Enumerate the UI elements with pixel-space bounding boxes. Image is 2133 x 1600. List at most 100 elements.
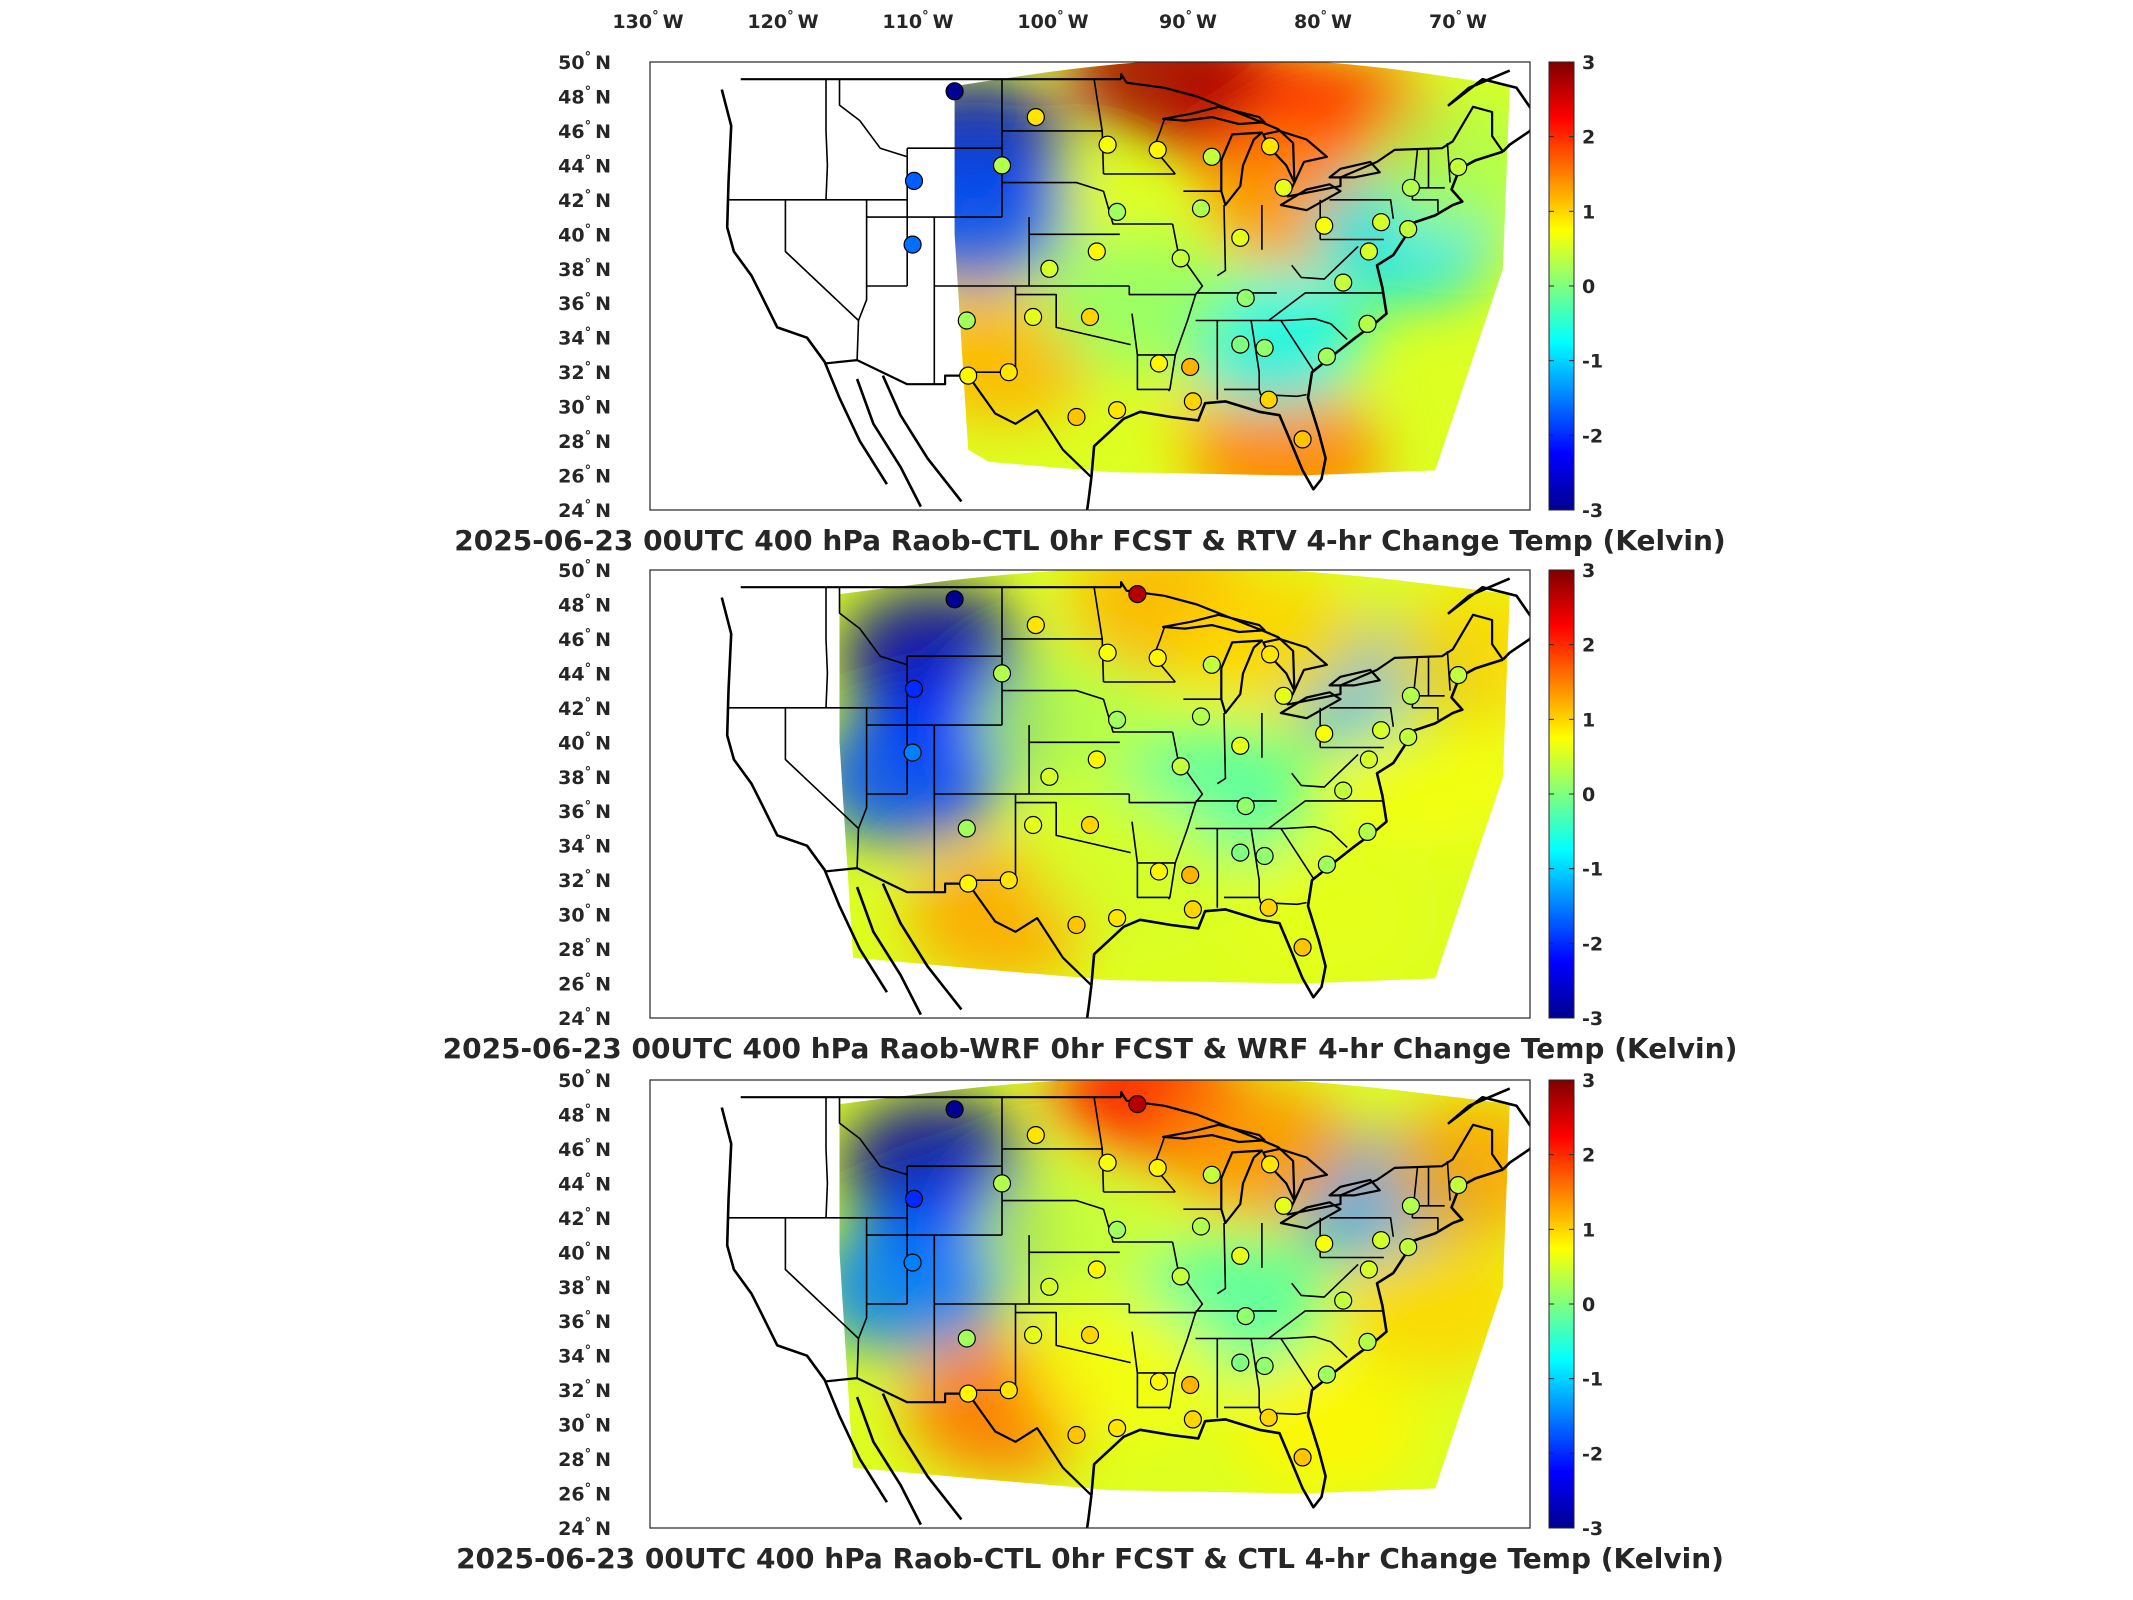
state-border xyxy=(1412,1217,1439,1230)
raob-station-marker xyxy=(1231,843,1250,862)
lat-tick-label: 50° N xyxy=(558,1068,611,1092)
raob-station-marker xyxy=(1080,815,1100,835)
raob-station-marker xyxy=(1260,645,1280,664)
great-lake xyxy=(1220,131,1263,207)
state-border xyxy=(1329,199,1395,219)
raob-station-marker xyxy=(1231,335,1250,354)
state-border xyxy=(1136,1372,1170,1409)
raob-station-marker xyxy=(1371,213,1391,232)
map-area xyxy=(650,62,1530,510)
lat-tick-label: 32° N xyxy=(558,360,611,384)
raob-station-marker xyxy=(1449,1175,1468,1195)
state-border xyxy=(1136,862,1170,899)
lat-tick-label: 28° N xyxy=(558,1447,611,1471)
raob-station-marker xyxy=(1080,1325,1100,1345)
lat-tick-label: 30° N xyxy=(558,395,611,419)
state-border xyxy=(1280,828,1315,879)
state-border xyxy=(1195,800,1383,830)
raob-station-marker xyxy=(1098,643,1117,662)
raob-station-marker xyxy=(1236,1306,1255,1326)
state-border xyxy=(1136,354,1170,391)
great-lake xyxy=(1162,1123,1266,1144)
map-panel: 50° N 48° N 46° N 44° N 42° N 40° N 38° N 36° N 34° N 32° N… xyxy=(454,50,1725,557)
lat-tick-label: 40° N xyxy=(558,1240,611,1264)
map-area xyxy=(650,570,1530,1018)
colorbar-tick-label: -1 xyxy=(1582,1369,1603,1391)
state-border xyxy=(1128,286,1196,296)
raob-station-marker xyxy=(904,171,924,190)
state-border xyxy=(1152,626,1176,683)
colorbar-tick-label: 0 xyxy=(1582,276,1595,298)
raob-station-marker xyxy=(1067,1425,1086,1445)
colorbar-tick-label: 1 xyxy=(1582,709,1595,731)
lat-tick-label: 44° N xyxy=(558,661,611,685)
raob-station-marker xyxy=(1259,1408,1278,1427)
field-anomaly xyxy=(1164,1080,1355,1219)
field-anomaly xyxy=(1069,62,1260,141)
raob-station-marker xyxy=(1371,721,1391,740)
raob-station-marker xyxy=(1149,1372,1169,1391)
lon-tick-label: 120° W xyxy=(747,9,818,33)
state-border xyxy=(1195,292,1383,322)
state-border xyxy=(1258,1407,1307,1416)
state-border xyxy=(1167,802,1197,900)
raob-station-marker xyxy=(1231,736,1250,755)
state-border xyxy=(784,199,860,322)
state-border xyxy=(1015,1311,1131,1364)
lon-tick-label: 110° W xyxy=(882,9,953,33)
raob-station-marker xyxy=(1358,314,1377,333)
state-border xyxy=(1291,753,1359,788)
map-panel: 50° N 48° N 46° N 44° N 42° N 40° N 38° N 36° N 34° N 32° N… xyxy=(443,558,1738,1065)
state-border xyxy=(1002,181,1104,192)
raob-station-marker xyxy=(1107,1220,1127,1240)
raob-station-marker xyxy=(1107,202,1127,221)
raob-station-marker xyxy=(1202,1165,1221,1184)
coastline xyxy=(855,886,922,1016)
raob-station-marker xyxy=(1334,1291,1353,1310)
raob-station-marker xyxy=(1149,354,1169,373)
state-border xyxy=(1167,294,1197,392)
state-border xyxy=(825,587,829,708)
state-border xyxy=(1224,1338,1260,1409)
raob-station-marker xyxy=(1401,178,1421,197)
raob-station-marker xyxy=(1191,199,1211,218)
raob-station-marker xyxy=(1231,1353,1250,1372)
lon-tick-label: 100° W xyxy=(1017,9,1088,33)
raob-station-marker xyxy=(903,235,922,254)
panel-title: 2025-06-23 00UTC 400 hPa Raob-WRF 0hr FC… xyxy=(443,1032,1738,1065)
raob-station-marker xyxy=(1231,1246,1250,1265)
colorbar-tick-label: -3 xyxy=(1582,500,1603,522)
field-anomaly xyxy=(1028,1302,1219,1443)
state-border xyxy=(856,828,860,869)
raob-station-marker xyxy=(1202,147,1221,166)
state-border xyxy=(1015,801,1131,854)
raob-station-marker xyxy=(1260,137,1280,156)
state-border xyxy=(1152,1136,1176,1193)
longitude-axis: 130° W 120° W 110° W 100° W 90° W 80° W 70° W xyxy=(612,9,1487,33)
colorbar-tick-label: 0 xyxy=(1582,784,1595,806)
lat-tick-label: 26° N xyxy=(558,972,611,996)
great-lake xyxy=(1262,1147,1328,1202)
state-border xyxy=(784,707,860,830)
lat-tick-label: 24° N xyxy=(558,1516,611,1540)
state-border xyxy=(838,1097,908,1176)
state-border xyxy=(1128,794,1196,804)
raob-station-marker xyxy=(945,82,964,101)
raob-station-marker xyxy=(1040,259,1059,278)
lat-tick-label: 44° N xyxy=(558,153,611,177)
raob-station-marker xyxy=(1274,686,1293,705)
raob-station-marker xyxy=(1401,1196,1421,1215)
lat-tick-label: 24° N xyxy=(558,498,611,522)
state-border xyxy=(1171,731,1204,804)
raob-station-marker xyxy=(1236,796,1255,816)
raob-station-marker xyxy=(1315,724,1334,743)
lat-tick-label: 38° N xyxy=(558,765,611,789)
lat-tick-label: 48° N xyxy=(558,592,611,616)
lat-tick-label: 26° N xyxy=(558,1482,611,1506)
state-border xyxy=(1015,293,1131,346)
state-border xyxy=(1093,1097,1105,1193)
lat-tick-label: 50° N xyxy=(558,50,611,74)
raob-station-marker xyxy=(1181,865,1200,885)
raob-station-marker xyxy=(903,1253,922,1272)
state-border xyxy=(1216,1222,1227,1295)
